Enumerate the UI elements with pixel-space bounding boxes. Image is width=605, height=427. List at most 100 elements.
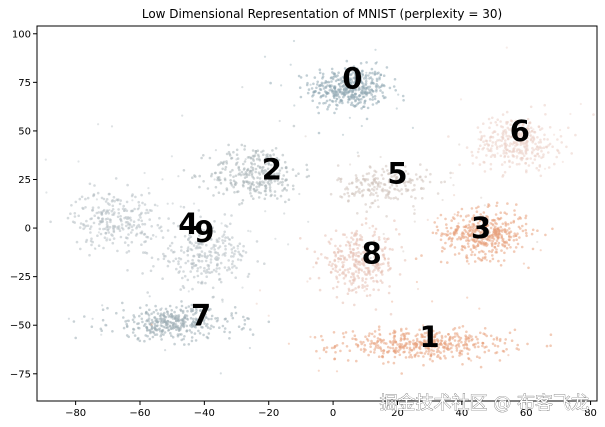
data-point bbox=[367, 258, 371, 261]
cluster-label-5: 5 bbox=[387, 157, 407, 191]
data-point bbox=[374, 344, 378, 347]
data-point bbox=[354, 242, 358, 246]
data-point bbox=[549, 333, 553, 337]
data-point bbox=[127, 249, 131, 253]
data-point bbox=[471, 338, 474, 341]
data-point bbox=[357, 154, 360, 158]
data-point bbox=[242, 249, 245, 253]
data-point bbox=[348, 116, 351, 119]
data-point bbox=[328, 84, 332, 87]
data-point bbox=[398, 232, 401, 236]
data-point bbox=[347, 68, 351, 72]
data-point bbox=[375, 101, 378, 105]
data-point bbox=[400, 338, 403, 341]
data-point bbox=[454, 230, 457, 234]
data-point bbox=[375, 61, 378, 64]
data-point bbox=[157, 328, 160, 331]
data-point bbox=[540, 149, 543, 153]
data-point bbox=[305, 163, 309, 167]
data-point bbox=[502, 350, 506, 353]
data-point bbox=[132, 220, 136, 223]
data-point bbox=[125, 325, 129, 329]
data-point bbox=[364, 222, 368, 225]
data-point bbox=[373, 230, 377, 234]
cluster-label-8: 8 bbox=[362, 236, 382, 270]
data-point bbox=[521, 229, 525, 233]
data-point bbox=[216, 316, 219, 320]
data-point bbox=[477, 138, 480, 141]
data-point bbox=[361, 95, 365, 99]
data-point bbox=[478, 233, 482, 237]
data-point bbox=[523, 145, 526, 148]
data-point bbox=[236, 247, 239, 250]
data-point bbox=[246, 156, 250, 159]
data-point bbox=[323, 81, 326, 85]
data-point bbox=[160, 329, 164, 332]
data-point bbox=[324, 256, 327, 259]
data-point bbox=[472, 223, 476, 226]
data-point bbox=[342, 335, 346, 339]
data-point bbox=[187, 245, 190, 248]
data-point bbox=[215, 267, 219, 270]
data-point bbox=[189, 270, 192, 273]
data-point bbox=[321, 94, 325, 98]
data-point bbox=[353, 105, 356, 108]
data-point bbox=[388, 247, 392, 251]
data-point bbox=[444, 217, 447, 221]
data-point bbox=[453, 213, 456, 216]
data-point bbox=[102, 197, 106, 201]
data-point bbox=[203, 254, 207, 257]
data-point bbox=[468, 336, 471, 340]
data-point bbox=[186, 259, 190, 263]
data-point bbox=[338, 273, 341, 277]
data-point bbox=[217, 256, 220, 260]
data-point bbox=[386, 169, 389, 172]
data-point bbox=[138, 326, 141, 330]
data-point bbox=[460, 352, 463, 356]
data-point bbox=[377, 328, 381, 331]
data-point bbox=[49, 220, 52, 224]
data-point bbox=[370, 332, 374, 336]
data-point bbox=[371, 341, 374, 345]
data-point bbox=[473, 260, 477, 263]
data-point bbox=[466, 242, 470, 245]
data-point bbox=[355, 70, 359, 74]
data-point bbox=[223, 178, 227, 182]
data-point bbox=[112, 195, 116, 199]
data-point bbox=[478, 307, 481, 310]
data-point bbox=[132, 314, 135, 317]
data-point bbox=[379, 279, 383, 283]
data-point bbox=[360, 107, 363, 110]
data-point bbox=[379, 338, 383, 342]
data-point bbox=[508, 232, 511, 235]
data-point bbox=[369, 256, 372, 259]
data-point bbox=[204, 281, 207, 285]
data-point bbox=[453, 327, 457, 330]
data-point bbox=[359, 348, 363, 351]
data-point bbox=[380, 84, 384, 88]
data-point bbox=[231, 260, 235, 263]
data-point bbox=[212, 229, 215, 232]
data-point bbox=[98, 227, 102, 231]
data-point bbox=[171, 335, 175, 339]
data-point bbox=[360, 223, 364, 226]
data-point bbox=[371, 224, 375, 228]
data-point bbox=[528, 131, 532, 134]
data-point bbox=[491, 141, 495, 144]
data-point bbox=[518, 236, 521, 239]
stray-points bbox=[44, 39, 582, 375]
data-point bbox=[485, 259, 488, 262]
data-point bbox=[364, 79, 368, 83]
data-point bbox=[84, 224, 88, 228]
cluster-label-7: 7 bbox=[191, 299, 211, 333]
data-point bbox=[547, 166, 551, 169]
data-point bbox=[367, 334, 371, 338]
data-point bbox=[284, 200, 287, 204]
data-point bbox=[329, 237, 333, 241]
data-point bbox=[356, 346, 359, 349]
data-point bbox=[412, 205, 415, 208]
data-point bbox=[387, 178, 391, 182]
data-point bbox=[496, 152, 499, 155]
data-point bbox=[338, 101, 342, 104]
data-point bbox=[400, 245, 404, 249]
